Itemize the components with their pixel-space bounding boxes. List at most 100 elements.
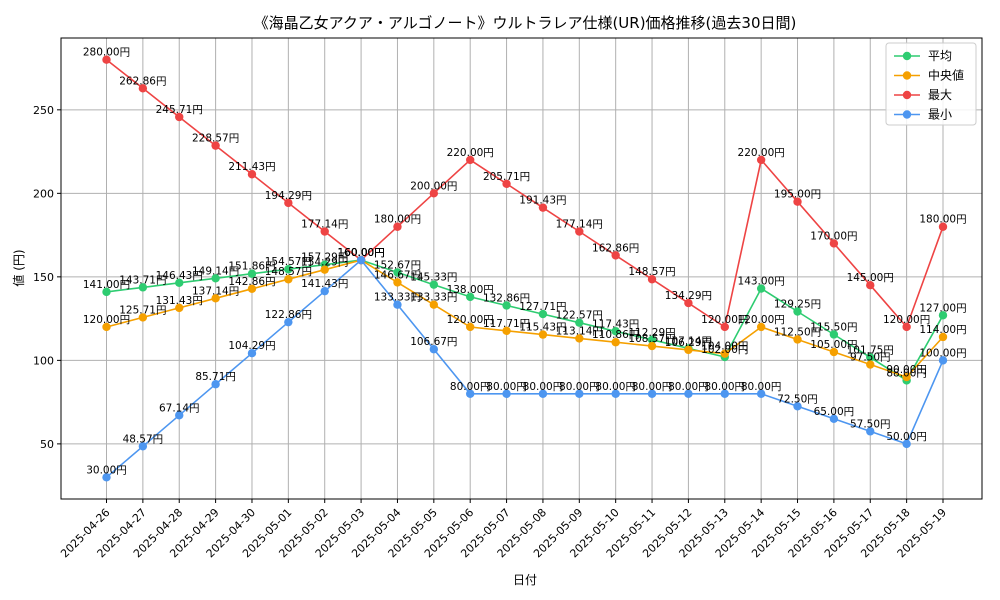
data-point <box>647 275 657 284</box>
data-label: 106.67円 <box>410 336 457 348</box>
data-label: 127.00円 <box>919 302 966 314</box>
data-point <box>175 278 184 288</box>
data-label: 113.14円 <box>556 325 603 337</box>
data-label: 148.57円 <box>628 266 675 278</box>
data-label: 120.00円 <box>738 314 785 326</box>
series-3 <box>102 255 948 482</box>
data-point <box>575 227 584 236</box>
data-label: 137.14円 <box>192 285 239 297</box>
data-point <box>284 265 293 274</box>
data-label: 177.14円 <box>301 219 348 231</box>
data-label: 142.86円 <box>228 276 275 288</box>
data-point <box>175 303 184 313</box>
y-tick-label: 50 <box>40 438 54 451</box>
data-point <box>465 292 475 302</box>
data-point <box>320 265 329 274</box>
data-label: 129.25円 <box>774 299 821 311</box>
data-label: 112.29円 <box>628 327 675 339</box>
data-label: 57.50円 <box>850 418 891 430</box>
data-point <box>938 311 948 320</box>
data-point <box>575 318 584 327</box>
data-label: 120.00円 <box>883 314 930 326</box>
legend-box <box>885 42 977 126</box>
data-point <box>720 322 729 332</box>
data-label: 177.14円 <box>556 219 603 231</box>
data-label: 85.71円 <box>195 371 236 383</box>
data-label: 160.00円 <box>337 247 384 259</box>
data-point <box>284 198 293 208</box>
data-point <box>102 55 111 64</box>
data-point <box>829 414 839 424</box>
data-point <box>102 322 111 332</box>
data-label: 195.00円 <box>774 189 821 201</box>
data-point <box>538 309 548 319</box>
data-label: 133.33円 <box>410 292 457 304</box>
plot-frame <box>60 37 983 500</box>
data-label: 122.57円 <box>556 310 603 322</box>
data-point <box>247 349 257 358</box>
data-point <box>502 179 511 188</box>
data-label: 141.00円 <box>83 279 130 291</box>
data-point <box>138 283 148 292</box>
data-label: 102.00円 <box>701 344 748 356</box>
data-label: 138.00円 <box>447 284 494 296</box>
data-point <box>502 389 511 398</box>
data-point <box>211 274 220 283</box>
data-label: 134.29円 <box>665 290 712 302</box>
data-point <box>429 280 439 289</box>
x-axis-label: 日付 <box>513 573 537 587</box>
data-label: 170.00円 <box>810 230 857 242</box>
data-label: 145.00円 <box>847 272 894 284</box>
data-label: 211.43円 <box>228 161 275 173</box>
data-label: 50.00円 <box>886 431 927 443</box>
data-point <box>938 332 948 342</box>
legend-label: 最小 <box>928 108 952 122</box>
data-point <box>793 197 802 206</box>
data-point <box>720 349 729 358</box>
data-label: 120.00円 <box>701 314 748 326</box>
data-point <box>138 84 148 93</box>
data-label: 127.71円 <box>519 301 566 313</box>
data-point <box>684 298 693 308</box>
data-label: 143.00円 <box>738 276 785 288</box>
data-point <box>756 155 766 165</box>
data-point <box>647 335 657 345</box>
data-label: 149.14円 <box>192 265 239 277</box>
data-label: 108.57円 <box>628 333 675 345</box>
data-label: 160.00円 <box>337 247 384 259</box>
data-label: 245.71円 <box>156 104 203 116</box>
data-point <box>356 255 366 265</box>
series-line <box>106 59 944 329</box>
data-label: 112.50円 <box>774 326 821 338</box>
data-label: 191.43円 <box>519 195 566 207</box>
data-label: 145.33円 <box>410 272 457 284</box>
data-point <box>647 341 657 351</box>
y-tick-label: 150 <box>33 271 54 284</box>
data-point <box>756 322 766 332</box>
data-label: 200.00円 <box>410 180 457 192</box>
data-point <box>611 251 620 260</box>
data-point <box>247 170 257 179</box>
data-label: 120.00円 <box>83 314 130 326</box>
data-point <box>211 294 220 303</box>
data-label: 65.00円 <box>814 406 855 418</box>
series-line <box>106 259 944 379</box>
legend-swatch-marker <box>902 51 912 61</box>
data-label: 152.67円 <box>374 259 421 271</box>
data-label: 180.00円 <box>374 214 421 226</box>
data-label: 151.86円 <box>228 261 275 273</box>
data-label: 101.75円 <box>847 344 894 356</box>
data-point <box>465 155 475 165</box>
data-label: 120.00円 <box>447 314 494 326</box>
data-label: 133.33円 <box>374 292 421 304</box>
data-point <box>538 330 548 339</box>
data-label: 160.00円 <box>337 247 384 259</box>
data-point <box>393 300 402 309</box>
data-point <box>575 334 584 343</box>
data-point <box>320 286 329 296</box>
data-point <box>902 322 911 332</box>
data-label: 80.00円 <box>450 381 491 393</box>
data-label: 280.00円 <box>83 47 130 59</box>
data-label: 110.86円 <box>592 329 639 341</box>
